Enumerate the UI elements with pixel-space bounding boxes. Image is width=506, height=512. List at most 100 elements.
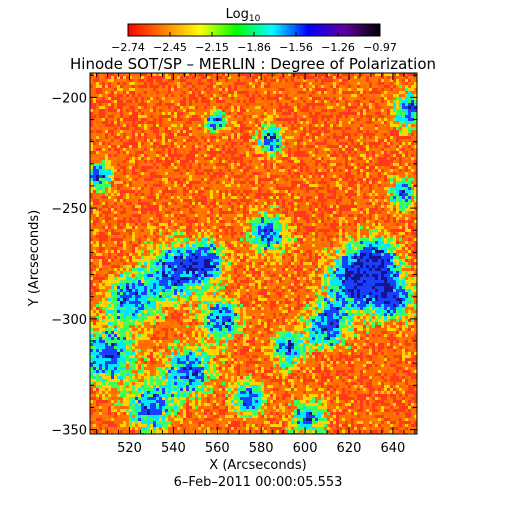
heatmap-cell — [117, 133, 120, 136]
heatmap-cell — [201, 166, 204, 169]
heatmap-cell — [300, 145, 303, 148]
heatmap-cell — [147, 130, 150, 133]
heatmap-cell — [309, 124, 312, 127]
heatmap-cell — [111, 229, 114, 232]
heatmap-cell — [405, 214, 408, 217]
heatmap-cell — [204, 121, 207, 124]
heatmap-cell — [399, 202, 402, 205]
heatmap-cell — [192, 205, 195, 208]
heatmap-cell — [186, 229, 189, 232]
heatmap-cell — [153, 247, 156, 250]
heatmap-cell — [267, 133, 270, 136]
heatmap-cell — [333, 91, 336, 94]
heatmap-cell — [408, 250, 411, 253]
heatmap-cell — [333, 190, 336, 193]
heatmap-cell — [399, 103, 402, 106]
heatmap-cell — [216, 121, 219, 124]
heatmap-cell — [144, 91, 147, 94]
heatmap-cell — [243, 217, 246, 220]
heatmap-cell — [207, 100, 210, 103]
heatmap-cell — [222, 205, 225, 208]
heatmap-cell — [399, 193, 402, 196]
heatmap-cell — [393, 241, 396, 244]
heatmap-cell — [354, 148, 357, 151]
heatmap-cell — [210, 178, 213, 181]
heatmap-cell — [408, 226, 411, 229]
heatmap-cell — [96, 184, 99, 187]
heatmap-cell — [369, 205, 372, 208]
heatmap-cell — [240, 97, 243, 100]
heatmap-cell — [330, 205, 333, 208]
heatmap-cell — [273, 151, 276, 154]
heatmap-cell — [171, 211, 174, 214]
heatmap-cell — [327, 112, 330, 115]
heatmap-cell — [93, 136, 96, 139]
heatmap-cell — [390, 130, 393, 133]
heatmap-cell — [177, 112, 180, 115]
heatmap-cell — [399, 175, 402, 178]
heatmap-cell — [213, 175, 216, 178]
heatmap-cell — [189, 85, 192, 88]
heatmap-cell — [144, 133, 147, 136]
heatmap-cell — [408, 118, 411, 121]
heatmap-cell — [408, 130, 411, 133]
heatmap-cell — [147, 211, 150, 214]
heatmap-cell — [372, 223, 375, 226]
heatmap-cell — [207, 151, 210, 154]
heatmap-cell — [249, 115, 252, 118]
heatmap-cell — [381, 217, 384, 220]
heatmap-cell — [369, 193, 372, 196]
heatmap-cell — [411, 85, 414, 88]
heatmap-cell — [249, 190, 252, 193]
heatmap-cell — [147, 172, 150, 175]
heatmap-cell — [360, 241, 363, 244]
heatmap-cell — [321, 193, 324, 196]
heatmap-cell — [318, 139, 321, 142]
heatmap-cell — [390, 145, 393, 148]
heatmap-cell — [291, 97, 294, 100]
heatmap-cell — [279, 244, 282, 247]
heatmap-cell — [147, 253, 150, 256]
heatmap-cell — [369, 232, 372, 235]
heatmap-cell — [405, 97, 408, 100]
heatmap-cell — [138, 247, 141, 250]
heatmap-cell — [150, 208, 153, 211]
heatmap-cell — [342, 205, 345, 208]
heatmap-cell — [165, 154, 168, 157]
heatmap-cell — [156, 166, 159, 169]
heatmap-cell — [138, 241, 141, 244]
heatmap-cell — [393, 106, 396, 109]
heatmap-cell — [351, 157, 354, 160]
heatmap-cell — [399, 133, 402, 136]
heatmap-cell — [105, 157, 108, 160]
heatmap-cell — [390, 229, 393, 232]
heatmap-cell — [108, 175, 111, 178]
heatmap-cell — [312, 154, 315, 157]
heatmap-cell — [177, 118, 180, 121]
heatmap-cell — [249, 124, 252, 127]
heatmap-cell — [273, 73, 276, 76]
heatmap-cell — [258, 238, 261, 241]
heatmap-cell — [375, 199, 378, 202]
heatmap-cell — [411, 253, 414, 256]
heatmap-cell — [360, 145, 363, 148]
heatmap-cell — [147, 217, 150, 220]
heatmap-cell — [225, 139, 228, 142]
heatmap-cell — [150, 163, 153, 166]
heatmap-cell — [264, 109, 267, 112]
heatmap-cell — [162, 139, 165, 142]
heatmap-cell — [279, 253, 282, 256]
heatmap-cell — [270, 178, 273, 181]
heatmap-cell — [231, 193, 234, 196]
heatmap-cell — [375, 121, 378, 124]
heatmap-cell — [402, 208, 405, 211]
heatmap-cell — [237, 112, 240, 115]
heatmap-cell — [204, 91, 207, 94]
heatmap-cell — [366, 160, 369, 163]
heatmap-cell — [132, 124, 135, 127]
heatmap-cell — [222, 160, 225, 163]
heatmap-cell — [282, 124, 285, 127]
heatmap-cell — [192, 235, 195, 238]
heatmap-cell — [174, 184, 177, 187]
